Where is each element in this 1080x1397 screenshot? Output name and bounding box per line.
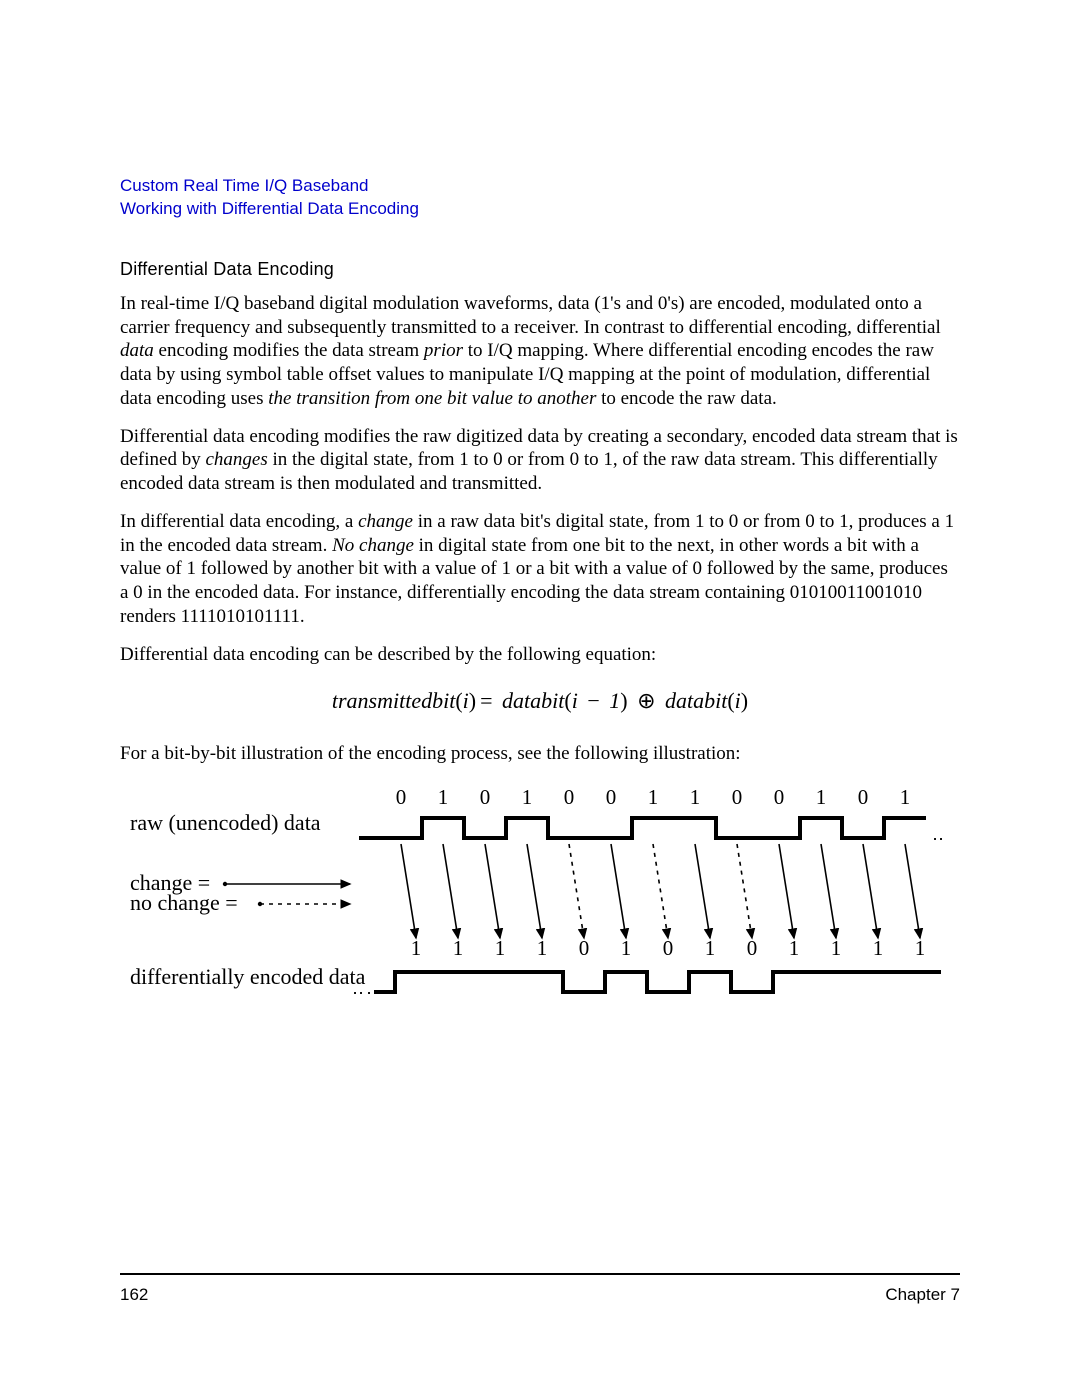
text: In real-time I/Q baseband digital modula… — [120, 293, 941, 338]
svg-text:1: 1 — [690, 785, 701, 809]
svg-text:0: 0 — [579, 936, 590, 960]
paragraph-5: For a bit-by-bit illustration of the enc… — [120, 742, 960, 766]
svg-text:0: 0 — [396, 785, 407, 809]
svg-text:1: 1 — [789, 936, 800, 960]
text-italic: the transition from one bit value to ano… — [268, 388, 596, 409]
svg-text:1: 1 — [438, 785, 449, 809]
svg-text:0: 0 — [606, 785, 617, 809]
section-heading: Differential Data Encoding — [120, 259, 960, 280]
eq-rhs2: databit — [665, 688, 727, 713]
paragraph-2: Differential data encoding modifies the … — [120, 425, 960, 496]
svg-text:1: 1 — [816, 785, 827, 809]
svg-text:1: 1 — [705, 936, 716, 960]
svg-text:0: 0 — [858, 785, 869, 809]
encoding-diagram-svg: 0101001100101‥1111010101111‥‥raw (unenco… — [120, 780, 960, 1020]
svg-text:0: 0 — [747, 936, 758, 960]
svg-text:1: 1 — [495, 936, 506, 960]
text-italic: prior — [424, 340, 463, 361]
eq-rhs1: databit — [502, 688, 564, 713]
chapter-label: Chapter 7 — [885, 1285, 960, 1305]
paragraph-3: In differential data encoding, a change … — [120, 510, 960, 629]
equation: transmittedbit(i)= databit(i − 1) ⊕ data… — [120, 688, 960, 714]
svg-text:1: 1 — [522, 785, 533, 809]
svg-text:0: 0 — [732, 785, 743, 809]
text-italic: change — [358, 511, 413, 532]
svg-text:1: 1 — [915, 936, 926, 960]
svg-text:differentially encoded data: differentially encoded data — [130, 964, 366, 989]
encoding-diagram: 0101001100101‥1111010101111‥‥raw (unenco… — [120, 780, 960, 1025]
text: In differential data encoding, a — [120, 511, 358, 532]
eq-xor: ⊕ — [633, 688, 659, 713]
paragraph-1: In real-time I/Q baseband digital modula… — [120, 292, 960, 411]
svg-text:1: 1 — [537, 936, 548, 960]
svg-text:1: 1 — [873, 936, 884, 960]
svg-text:1: 1 — [831, 936, 842, 960]
footer-rule — [120, 1273, 960, 1275]
svg-text:1: 1 — [648, 785, 659, 809]
page: Custom Real Time I/Q Baseband Working wi… — [0, 0, 1080, 1397]
svg-text:1: 1 — [411, 936, 422, 960]
svg-text:0: 0 — [564, 785, 575, 809]
svg-text:0: 0 — [663, 936, 674, 960]
svg-text:1: 1 — [453, 936, 464, 960]
svg-text:‥: ‥ — [932, 824, 944, 844]
header-breadcrumb-1[interactable]: Custom Real Time I/Q Baseband — [120, 175, 960, 198]
eq-minus: − — [583, 688, 603, 713]
header-breadcrumb-2[interactable]: Working with Differential Data Encoding — [120, 198, 960, 221]
text-italic: changes — [205, 449, 267, 470]
eq-lhs: transmittedbit — [332, 688, 455, 713]
text: to encode the raw data. — [596, 388, 776, 409]
text-italic: No change — [332, 535, 414, 556]
svg-text:0: 0 — [774, 785, 785, 809]
svg-text:no change =: no change = — [130, 890, 238, 915]
page-number: 162 — [120, 1285, 148, 1305]
text-italic: data — [120, 340, 154, 361]
paragraph-4: Differential data encoding can be descri… — [120, 643, 960, 667]
svg-text:0: 0 — [480, 785, 491, 809]
svg-text:raw (unencoded) data: raw (unencoded) data — [130, 810, 321, 835]
page-footer: 162 Chapter 7 — [120, 1285, 960, 1305]
eq-var: i — [572, 688, 578, 713]
text: encoding modifies the data stream — [154, 340, 424, 361]
svg-text:1: 1 — [900, 785, 911, 809]
svg-text:1: 1 — [621, 936, 632, 960]
eq-one: 1 — [609, 688, 620, 713]
